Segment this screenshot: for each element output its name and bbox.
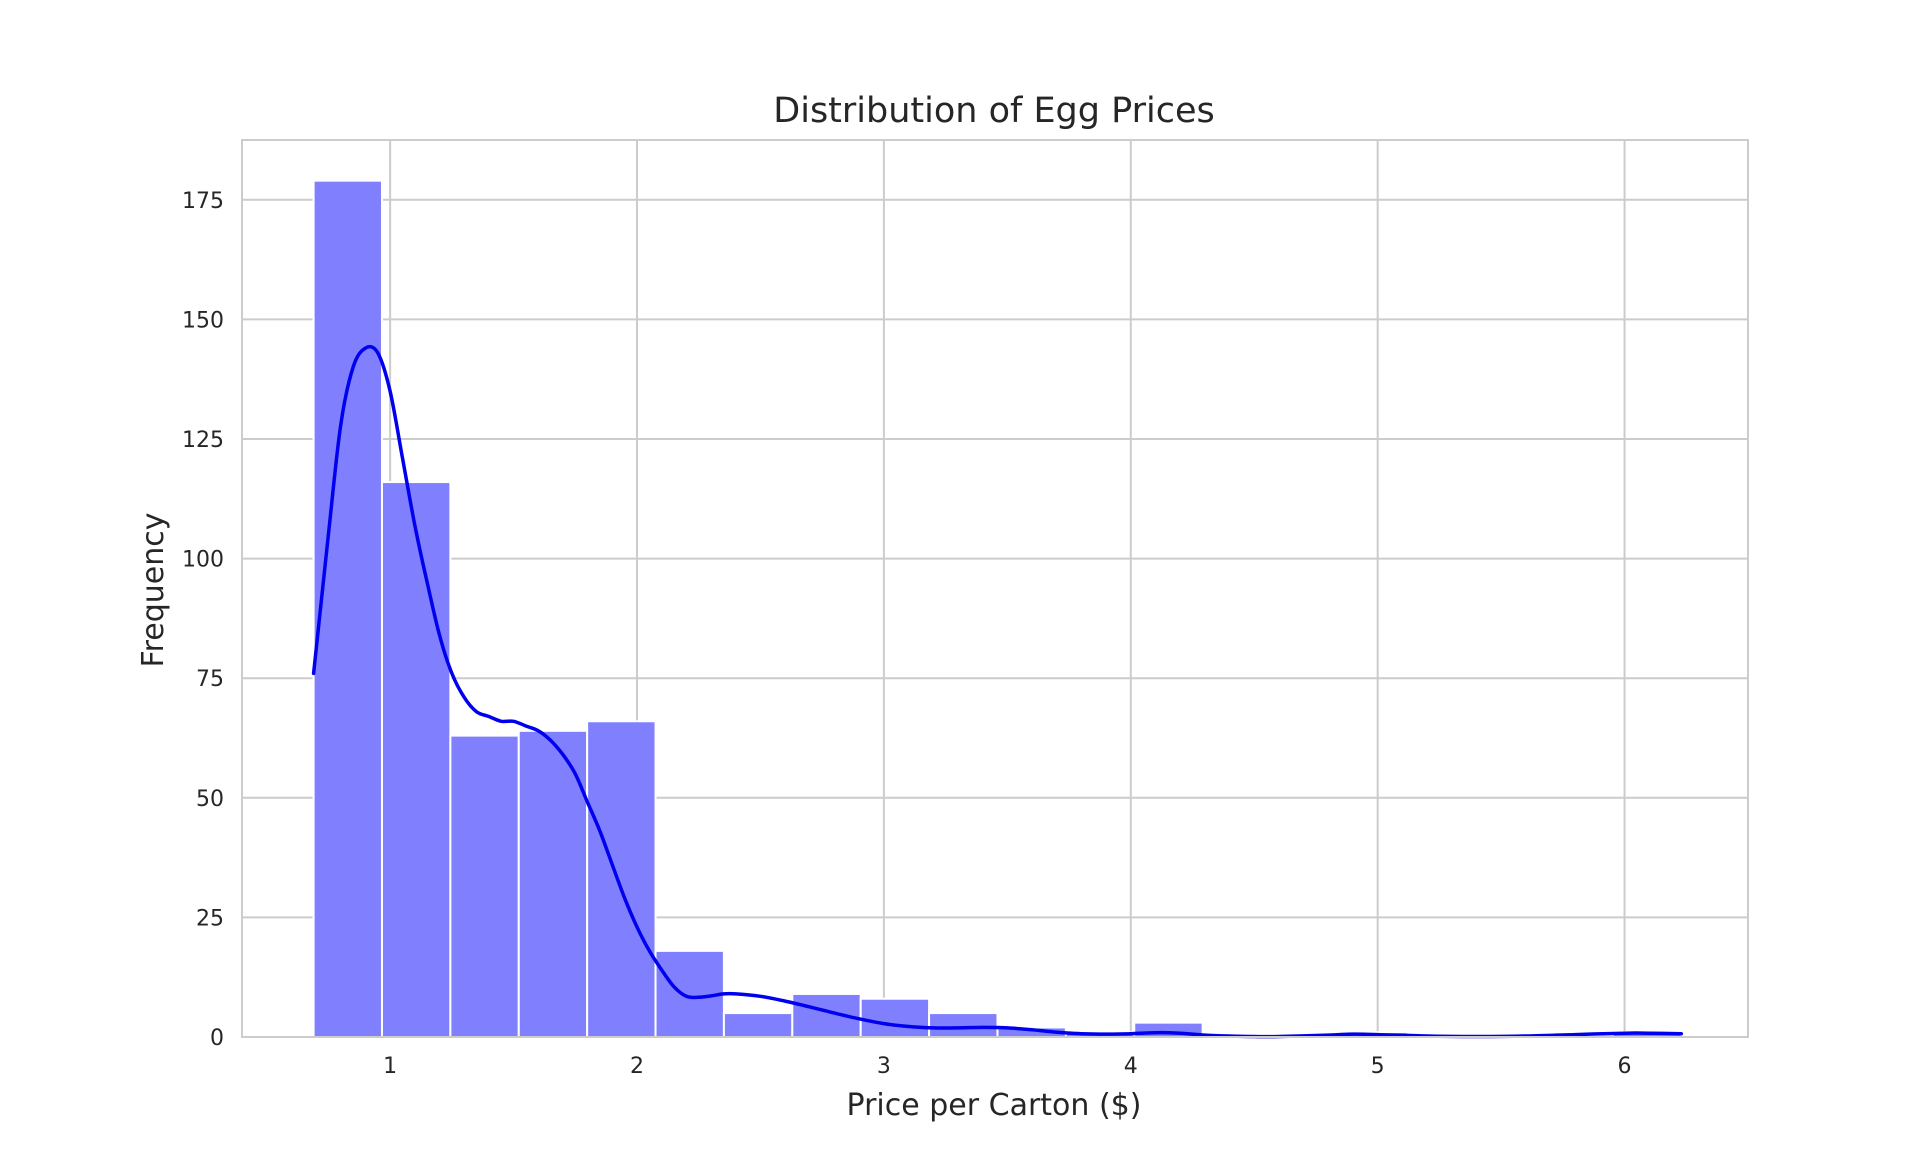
y-tick-label: 100: [182, 548, 224, 573]
x-tick-label: 4: [1124, 1054, 1138, 1079]
histogram-bar: [312, 179, 383, 1038]
y-tick-label: 50: [196, 787, 224, 812]
y-tick-label: 125: [182, 428, 224, 453]
histogram-bars: [312, 179, 1683, 1039]
histogram-bar: [928, 1012, 999, 1039]
histogram-bar: [449, 734, 520, 1038]
histogram-bar: [380, 481, 452, 1038]
x-tick-label: 2: [630, 1054, 644, 1079]
x-tick-label: 1: [383, 1054, 397, 1079]
histogram-bar: [859, 997, 931, 1039]
plot-frame: [241, 139, 1749, 1038]
x-tick-label: 6: [1618, 1054, 1632, 1079]
x-tick-label: 5: [1371, 1054, 1385, 1079]
chart-title: Distribution of Egg Prices: [773, 91, 1214, 131]
y-tick-label: 75: [196, 667, 224, 692]
y-tick-label: 0: [210, 1026, 224, 1051]
x-tick-labels: 1 2 3 4 5 6: [383, 1054, 1631, 1079]
y-axis-label: Frequency: [136, 513, 171, 668]
histogram-bar: [586, 720, 657, 1038]
y-tick-label: 25: [196, 906, 224, 931]
y-tick-label: 175: [182, 189, 224, 214]
x-tick-label: 3: [877, 1054, 891, 1079]
y-tick-label: 150: [182, 308, 224, 333]
x-axis-label: Price per Carton ($): [847, 1088, 1142, 1123]
histogram-bar: [722, 1012, 794, 1039]
grid-lines: [242, 140, 1748, 1038]
y-tick-labels: 0 25 50 75 100 125 150 175: [182, 189, 224, 1051]
